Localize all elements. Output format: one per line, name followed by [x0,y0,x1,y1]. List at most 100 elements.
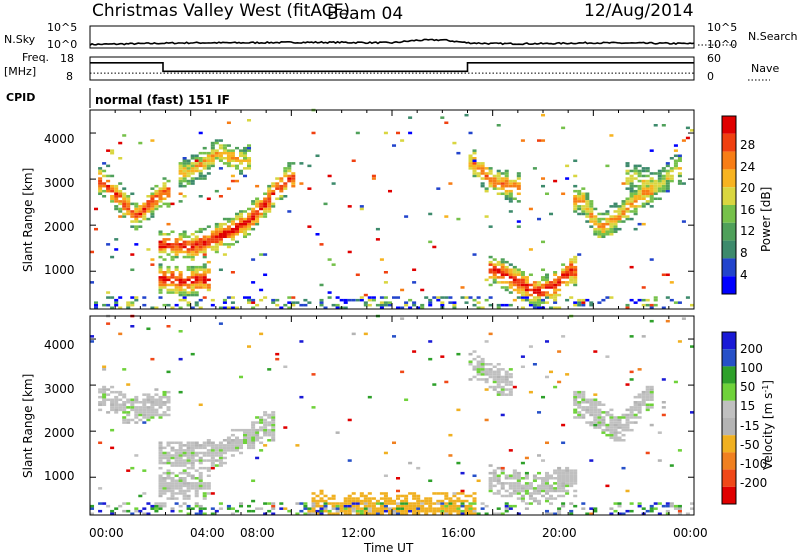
heatmap-cell [271,439,276,442]
heatmap-cell [170,255,175,259]
heatmap-cell [243,146,248,150]
heatmap-cell [520,306,525,310]
heatmap-cell [432,502,437,505]
heatmap-cell [657,169,662,173]
heatmap-cell [609,426,614,429]
heatmap-cell [170,477,175,480]
heatmap-cell [508,477,513,480]
heatmap-cell [363,509,368,513]
heatmap-cell [190,459,195,462]
heatmap-cell [601,423,606,427]
heatmap-cell [597,408,602,412]
heatmap-cell [541,113,546,117]
heatmap-cell [480,360,485,364]
heatmap-cell [561,126,566,130]
heatmap-cell [565,276,570,279]
heatmap-cell [379,258,384,261]
heatmap-cell [275,298,280,302]
heatmap-cell [283,172,288,175]
heatmap-cell [279,177,284,180]
heatmap-cell [541,276,546,279]
heatmap-cell [617,215,622,218]
heatmap-cell [259,436,264,440]
velocity-range-tick-3000: 3000 [44,382,75,396]
heatmap-cell [593,423,598,427]
heatmap-cell [303,502,308,505]
heatmap-cell [178,238,183,241]
heatmap-cell [150,192,155,196]
heatmap-cell [432,512,437,516]
heatmap-cell [206,157,211,160]
heatmap-cell [492,263,497,266]
heatmap-cell [190,177,195,180]
heatmap-cell [146,502,151,505]
heatmap-cell [202,276,207,279]
heatmap-cell [416,494,421,498]
heatmap-cell [138,494,143,498]
heatmap-cell [412,303,417,307]
heatmap-cell [283,182,288,185]
heatmap-cell [130,296,135,299]
heatmap-cell [178,504,183,508]
heatmap-cell [178,357,183,361]
heatmap-cell [573,303,578,307]
heatmap-cell [351,499,356,503]
heatmap-cell [150,411,155,414]
heatmap-cell [545,482,550,485]
heatmap-cell [504,174,509,178]
heatmap-cell [194,512,199,516]
heatmap-cell [484,172,489,175]
heatmap-cell [629,408,634,412]
heatmap-cell [532,479,537,483]
heatmap-cell [198,159,203,163]
heatmap-cell [371,497,376,500]
heatmap-cell [251,217,256,221]
heatmap-cell [214,250,219,254]
heatmap-cell [126,197,131,201]
heatmap-cell [255,436,260,440]
heatmap-cell [106,184,111,188]
heatmap-cell [186,286,191,289]
heatmap-cell [665,512,670,516]
heatmap-cell [412,281,417,284]
heatmap-cell [383,504,388,508]
power-range-tick-4000: 4000 [44,132,75,146]
heatmap-cell [541,286,546,289]
heatmap-cell [532,286,537,289]
heatmap-cell [585,421,590,424]
heatmap-cell [122,401,127,404]
heatmap-cell [178,477,183,480]
heatmap-cell [637,172,642,175]
heatmap-cell [573,401,578,404]
heatmap-cell [186,240,191,244]
heatmap-cell [569,278,574,282]
heatmap-cell [239,222,244,226]
heatmap-cell [182,177,187,180]
heatmap-cell [110,428,115,432]
heatmap-cell [492,174,497,178]
heatmap-cell [468,502,473,505]
heatmap-cell [673,504,678,508]
heatmap-cell [537,471,542,475]
heatmap-cell [178,164,183,168]
heatmap-cell [629,195,634,198]
heatmap-cell [190,271,195,274]
heatmap-cell [158,459,163,462]
heatmap-cell [524,471,529,475]
heatmap-cell [496,187,501,190]
heatmap-cell [657,182,662,185]
heatmap-cell [194,502,199,505]
heatmap-cell [142,210,147,213]
heatmap-cell [492,375,497,379]
heatmap-cell [102,365,107,369]
heatmap-cell [637,169,642,173]
heatmap-cell [379,301,384,304]
heatmap-cell [243,436,248,440]
heatmap-cell [637,401,642,404]
heatmap-cell [150,258,155,261]
heatmap-cell [90,504,95,508]
heatmap-cell [641,205,646,208]
heatmap-cell [190,240,195,244]
heatmap-cell [468,494,473,498]
heatmap-cell [158,195,163,198]
